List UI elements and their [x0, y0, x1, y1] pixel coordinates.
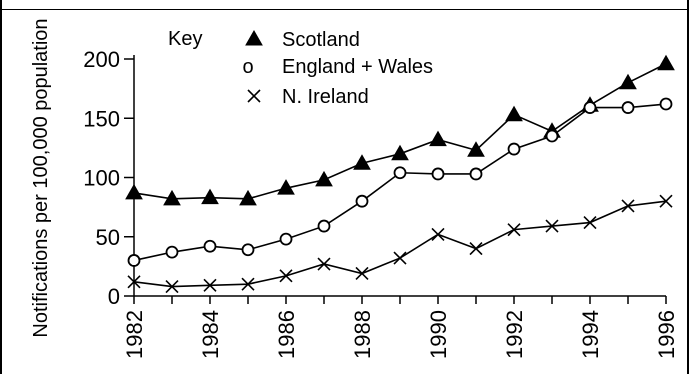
data-point-england-wales: [469, 167, 483, 181]
data-point-scotland: [125, 183, 143, 200]
x-tick-label: 1996: [654, 310, 679, 359]
data-point-england-wales: [279, 232, 293, 246]
axes: 0 50 100 150 200 1982 1984 1986 1988 1990 1992 1994…: [83, 47, 679, 359]
x-mark-stroke: [241, 277, 255, 291]
data-point-england-wales: [355, 194, 369, 208]
series-n-ireland: [127, 194, 673, 294]
data-point-england-wales: [583, 101, 597, 114]
legend-label-scotland: Scotland: [282, 29, 360, 51]
x-tick-label: 1988: [350, 310, 375, 359]
data-point-n-ireland: [583, 215, 597, 230]
legend-title: Key: [168, 28, 202, 50]
y-tick-label: 0: [108, 284, 120, 309]
data-point-n-ireland: [545, 219, 559, 233]
data-point-n-ireland: [317, 257, 331, 271]
x-mark-stroke: [127, 275, 141, 289]
y-tick-label: 200: [83, 47, 120, 72]
data-point-scotland: [429, 130, 447, 147]
data-point-england-wales: [659, 97, 673, 111]
x-tick-label: 1994: [578, 310, 603, 359]
series-layer: [125, 54, 675, 294]
data-point-scotland: [619, 73, 637, 90]
data-point-n-ireland: [203, 278, 217, 292]
data-point-scotland: [201, 188, 219, 205]
legend-label-england-wales: England + Wales: [282, 56, 433, 78]
data-point-scotland: [505, 105, 523, 122]
x-mark-stroke: [203, 278, 217, 292]
x-tick-label: 1984: [198, 310, 223, 359]
data-point-scotland: [277, 179, 295, 195]
legend-label-n-ireland: N. Ireland: [282, 86, 369, 108]
data-point-scotland: [315, 170, 333, 187]
series-line-england-wales: [133, 103, 667, 262]
data-point-england-wales: [165, 245, 179, 259]
x-mark-stroke: [165, 279, 179, 294]
x-tick-label: 1992: [502, 310, 527, 359]
x-mark-stroke: [583, 215, 597, 230]
top-border: [0, 0, 689, 10]
data-point-scotland: [163, 189, 181, 206]
data-point-scotland: [353, 154, 371, 170]
data-point-n-ireland: [469, 242, 483, 256]
data-point-n-ireland: [621, 199, 635, 213]
data-point-n-ireland: [659, 194, 673, 208]
data-point-england-wales: [545, 129, 559, 143]
y-tick-label: 50: [96, 225, 120, 250]
x-mark-stroke: [355, 266, 369, 281]
x-tick-label: 1986: [274, 310, 299, 359]
x-tick-label: 1982: [122, 310, 147, 359]
x-mark-stroke: [621, 199, 635, 213]
x-mark-stroke: [659, 194, 673, 208]
x-mark-stroke: [431, 227, 445, 241]
data-point-n-ireland: [279, 269, 293, 283]
data-point-england-wales: [241, 243, 255, 257]
data-point-scotland: [239, 189, 257, 206]
data-point-england-wales: [317, 219, 331, 233]
data-point-scotland: [391, 144, 409, 161]
y-tick-label: 100: [83, 166, 120, 191]
x-mark-stroke: [393, 251, 407, 265]
data-point-n-ireland: [165, 279, 179, 294]
legend-marker-n-ireland: [247, 89, 261, 103]
x-tick-label: 1990: [426, 310, 451, 359]
data-point-n-ireland: [355, 266, 369, 281]
data-point-england-wales: [431, 167, 445, 181]
x-mark-stroke: [317, 257, 331, 271]
x-mark-stroke: [545, 219, 559, 233]
data-point-scotland: [657, 54, 675, 71]
legend-marker-england-wales: o: [242, 56, 253, 78]
data-point-scotland: [467, 141, 485, 157]
data-point-england-wales: [393, 166, 407, 180]
legend: Key Scotland o England + Wales N. Ireland: [168, 28, 433, 108]
legend-marker-scotland: [245, 29, 263, 46]
x-mark-stroke: [469, 242, 483, 256]
data-point-england-wales: [203, 239, 217, 253]
data-point-england-wales: [507, 142, 521, 156]
y-tick-label: 150: [83, 106, 120, 131]
data-point-england-wales: [127, 254, 141, 267]
data-point-n-ireland: [127, 275, 141, 289]
y-axis-label: Notifications per 100,000 population: [30, 18, 52, 337]
series-england-wales: [127, 97, 673, 267]
data-point-n-ireland: [507, 223, 521, 237]
x-mark-stroke: [507, 223, 521, 237]
series-scotland: [125, 54, 675, 206]
data-point-n-ireland: [431, 227, 445, 241]
x-mark-stroke: [247, 89, 261, 103]
x-mark-stroke: [279, 269, 293, 283]
data-point-n-ireland: [393, 251, 407, 265]
data-point-n-ireland: [241, 277, 255, 291]
data-point-england-wales: [621, 101, 635, 114]
